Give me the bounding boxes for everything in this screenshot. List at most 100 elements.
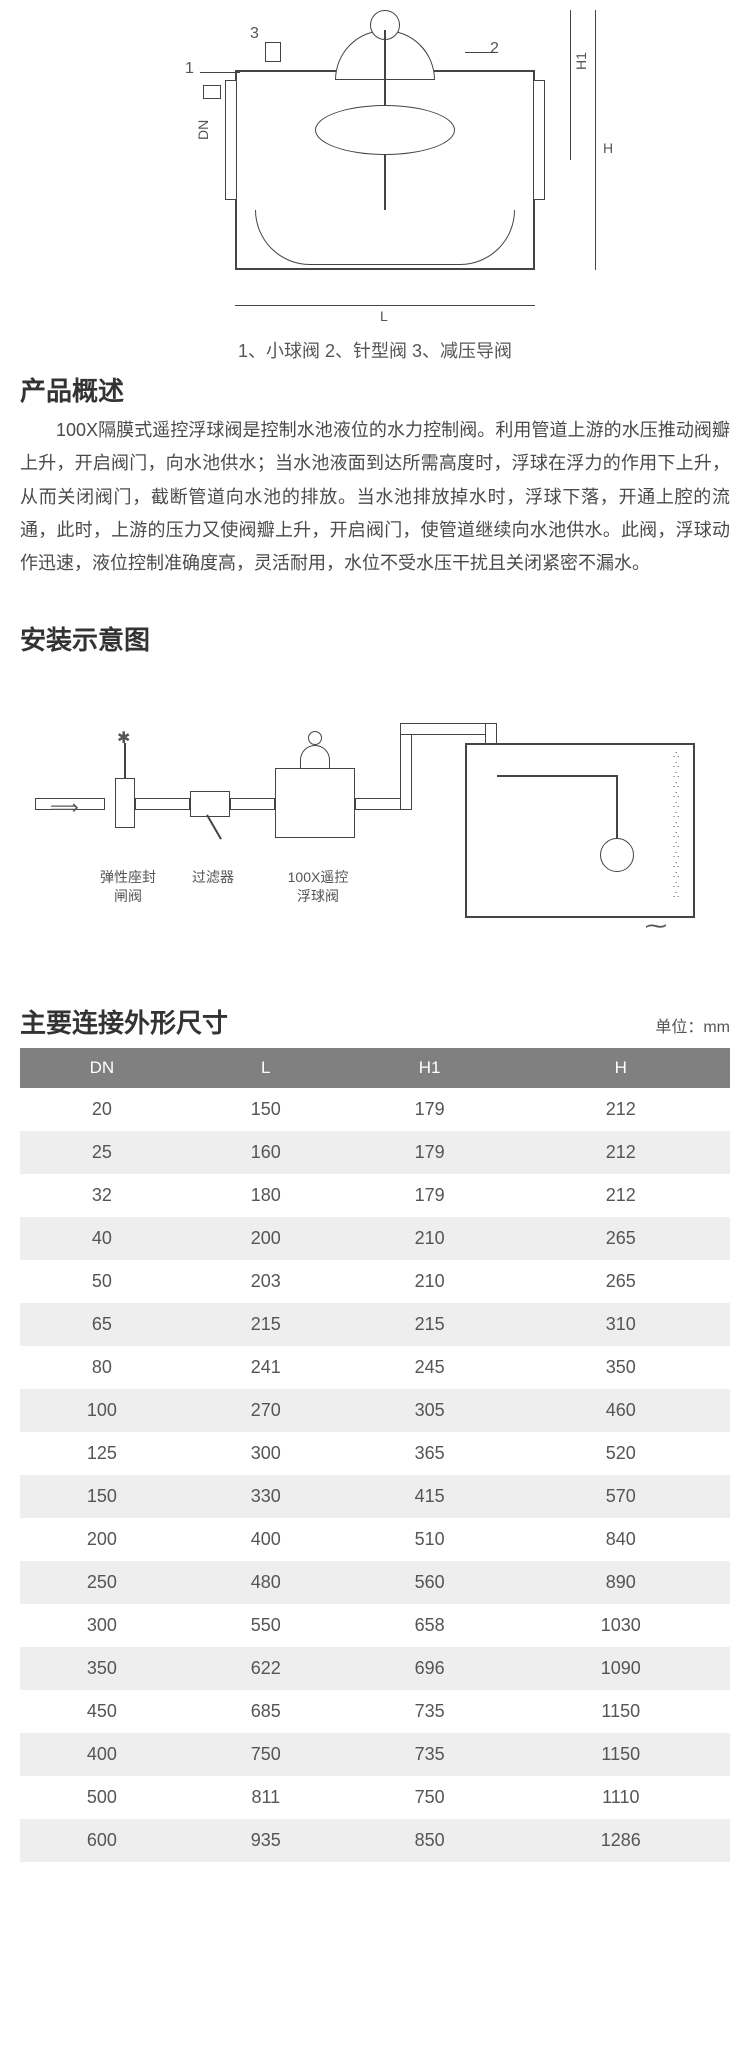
table-cell: 20	[20, 1088, 184, 1131]
table-cell: 241	[184, 1346, 348, 1389]
table-cell: 1090	[512, 1647, 730, 1690]
table-cell: 300	[20, 1604, 184, 1647]
table-cell: 212	[512, 1088, 730, 1131]
table-cell: 696	[348, 1647, 512, 1690]
table-row: 80241245350	[20, 1346, 730, 1389]
table-row: 25160179212	[20, 1131, 730, 1174]
table-cell: 210	[348, 1217, 512, 1260]
table-cell: 750	[184, 1733, 348, 1776]
table-cell: 210	[348, 1260, 512, 1303]
table-cell: 80	[20, 1346, 184, 1389]
col-l: L	[184, 1048, 348, 1088]
dimensions-table: DN L H1 H 201501792122516017921232180179…	[20, 1048, 730, 1862]
table-cell: 622	[184, 1647, 348, 1690]
overview-heading: 产品概述	[0, 371, 750, 414]
table-cell: 735	[348, 1690, 512, 1733]
table-cell: 212	[512, 1131, 730, 1174]
table-cell: 935	[184, 1819, 348, 1862]
table-cell: 200	[184, 1217, 348, 1260]
structural-diagram: DN H H1 L 1 2 3	[195, 10, 635, 320]
table-cell: 100	[20, 1389, 184, 1432]
table-cell: 1030	[512, 1604, 730, 1647]
table-cell: 1286	[512, 1819, 730, 1862]
table-cell: 365	[348, 1432, 512, 1475]
table-row: 4007507351150	[20, 1733, 730, 1776]
callout-2: 2	[490, 40, 499, 58]
table-row: 20150179212	[20, 1088, 730, 1131]
table-cell: 245	[348, 1346, 512, 1389]
dimensions-header-row: 主要连接外形尺寸 单位：mm	[0, 1003, 750, 1048]
table-row: 50203210265	[20, 1260, 730, 1303]
table-cell: 500	[20, 1776, 184, 1819]
table-cell: 265	[512, 1260, 730, 1303]
table-header-row: DN L H1 H	[20, 1048, 730, 1088]
table-cell: 40	[20, 1217, 184, 1260]
table-cell: 160	[184, 1131, 348, 1174]
table-row: 3005506581030	[20, 1604, 730, 1647]
table-cell: 460	[512, 1389, 730, 1432]
table-cell: 330	[184, 1475, 348, 1518]
dim-label-h: H	[603, 140, 613, 156]
table-cell: 179	[348, 1131, 512, 1174]
table-cell: 658	[348, 1604, 512, 1647]
table-cell: 890	[512, 1561, 730, 1604]
table-row: 32180179212	[20, 1174, 730, 1217]
callout-3: 3	[250, 25, 259, 43]
col-h: H	[512, 1048, 730, 1088]
dim-label-l: L	[380, 308, 388, 324]
table-cell: 750	[348, 1776, 512, 1819]
dim-label-h1: H1	[573, 52, 589, 70]
table-cell: 265	[512, 1217, 730, 1260]
table-cell: 270	[184, 1389, 348, 1432]
table-cell: 1150	[512, 1733, 730, 1776]
table-row: 6009358501286	[20, 1819, 730, 1862]
table-cell: 25	[20, 1131, 184, 1174]
table-row: 100270305460	[20, 1389, 730, 1432]
table-cell: 305	[348, 1389, 512, 1432]
table-cell: 215	[184, 1303, 348, 1346]
table-row: 150330415570	[20, 1475, 730, 1518]
table-cell: 50	[20, 1260, 184, 1303]
table-cell: 212	[512, 1174, 730, 1217]
structural-diagram-section: DN H H1 L 1 2 3 1、小球阀 2、针型阀 3、减压导阀	[0, 0, 750, 363]
install-diagram: ⟹ ✱ ∴∴∴∴∴∴∴∴∴∴∴∴∴∴∴ ⁓ 弹性座封 闸阀 过滤器 10	[35, 673, 715, 953]
table-cell: 400	[20, 1733, 184, 1776]
install-section: 安装示意图 ⟹ ✱ ∴∴∴∴∴∴∴∴∴∴∴∴∴∴∴ ⁓	[0, 620, 750, 1003]
table-cell: 200	[20, 1518, 184, 1561]
table-cell: 400	[184, 1518, 348, 1561]
table-cell: 310	[512, 1303, 730, 1346]
col-dn: DN	[20, 1048, 184, 1088]
callout-1: 1	[185, 60, 194, 78]
table-row: 200400510840	[20, 1518, 730, 1561]
table-cell: 520	[512, 1432, 730, 1475]
install-label-gate-valve: 弹性座封 闸阀	[93, 868, 163, 904]
overview-body: 100X隔膜式遥控浮球阀是控制水池液位的水力控制阀。利用管道上游的水压推动阀瓣上…	[0, 414, 750, 620]
table-cell: 350	[512, 1346, 730, 1389]
table-cell: 480	[184, 1561, 348, 1604]
table-cell: 450	[20, 1690, 184, 1733]
col-h1: H1	[348, 1048, 512, 1088]
table-cell: 150	[20, 1475, 184, 1518]
table-row: 4506857351150	[20, 1690, 730, 1733]
table-cell: 550	[184, 1604, 348, 1647]
table-cell: 250	[20, 1561, 184, 1604]
table-cell: 685	[184, 1690, 348, 1733]
install-label-float-valve: 100X遥控 浮球阀	[273, 868, 363, 904]
table-cell: 850	[348, 1819, 512, 1862]
table-cell: 179	[348, 1174, 512, 1217]
install-heading: 安装示意图	[0, 620, 750, 663]
table-row: 65215215310	[20, 1303, 730, 1346]
table-cell: 1150	[512, 1690, 730, 1733]
table-cell: 150	[184, 1088, 348, 1131]
table-cell: 65	[20, 1303, 184, 1346]
install-label-filter: 过滤器	[183, 868, 243, 886]
table-cell: 215	[348, 1303, 512, 1346]
table-cell: 32	[20, 1174, 184, 1217]
table-cell: 179	[348, 1088, 512, 1131]
table-cell: 840	[512, 1518, 730, 1561]
table-cell: 560	[348, 1561, 512, 1604]
table-row: 3506226961090	[20, 1647, 730, 1690]
dim-label-dn: DN	[195, 120, 211, 140]
table-cell: 300	[184, 1432, 348, 1475]
table-cell: 1110	[512, 1776, 730, 1819]
